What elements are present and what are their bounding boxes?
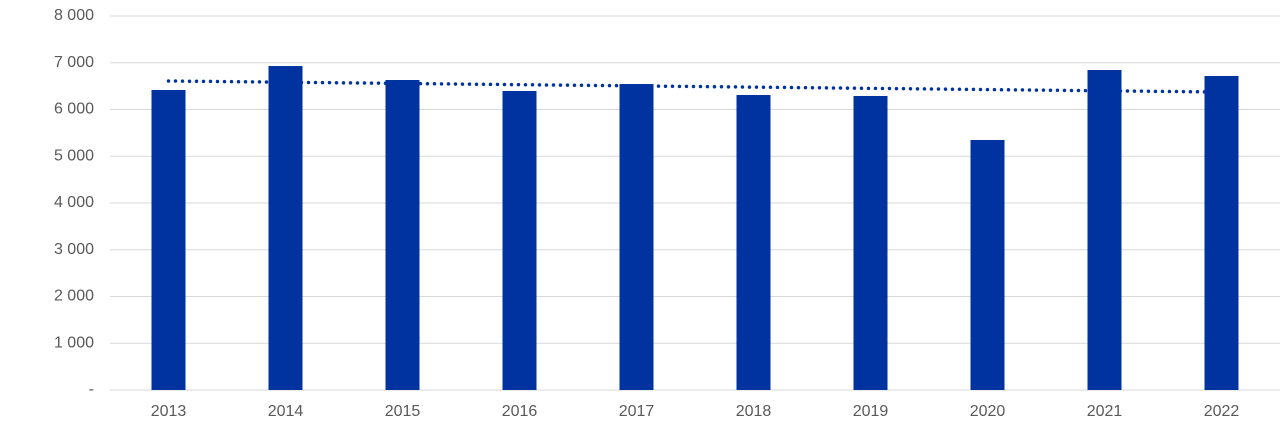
y-tick-label: 7 000 — [54, 54, 94, 71]
bar — [268, 66, 303, 391]
bar — [1087, 69, 1122, 390]
x-tick-label: 2013 — [151, 403, 187, 420]
y-tick-label: 3 000 — [54, 241, 94, 258]
bar — [151, 90, 186, 390]
x-tick-label: 2019 — [853, 403, 889, 420]
bar — [970, 139, 1005, 390]
bar — [385, 80, 420, 391]
x-tick-label: 2020 — [970, 403, 1006, 420]
y-tick-label: 5 000 — [54, 147, 94, 164]
y-tick-label: 2 000 — [54, 288, 94, 305]
x-tick-label: 2017 — [619, 403, 655, 420]
x-tick-label: 2022 — [1204, 403, 1240, 420]
x-tick-label: 2018 — [736, 403, 772, 420]
x-tick-label: 2016 — [502, 403, 538, 420]
x-tick-label: 2021 — [1087, 403, 1123, 420]
trendline — [166, 79, 1224, 94]
bar — [1204, 75, 1239, 390]
y-tick-label: 4 000 — [54, 194, 94, 211]
y-tick-label: - — [89, 381, 94, 398]
y-tick-label: 1 000 — [54, 334, 94, 351]
x-tick-label: 2015 — [385, 403, 421, 420]
bar — [502, 90, 537, 390]
bar — [619, 84, 654, 391]
bar — [736, 95, 771, 390]
bar — [853, 95, 888, 390]
y-tick-label: 6 000 — [54, 101, 94, 118]
y-tick-label: 8 000 — [54, 7, 94, 24]
x-tick-label: 2014 — [268, 403, 304, 420]
